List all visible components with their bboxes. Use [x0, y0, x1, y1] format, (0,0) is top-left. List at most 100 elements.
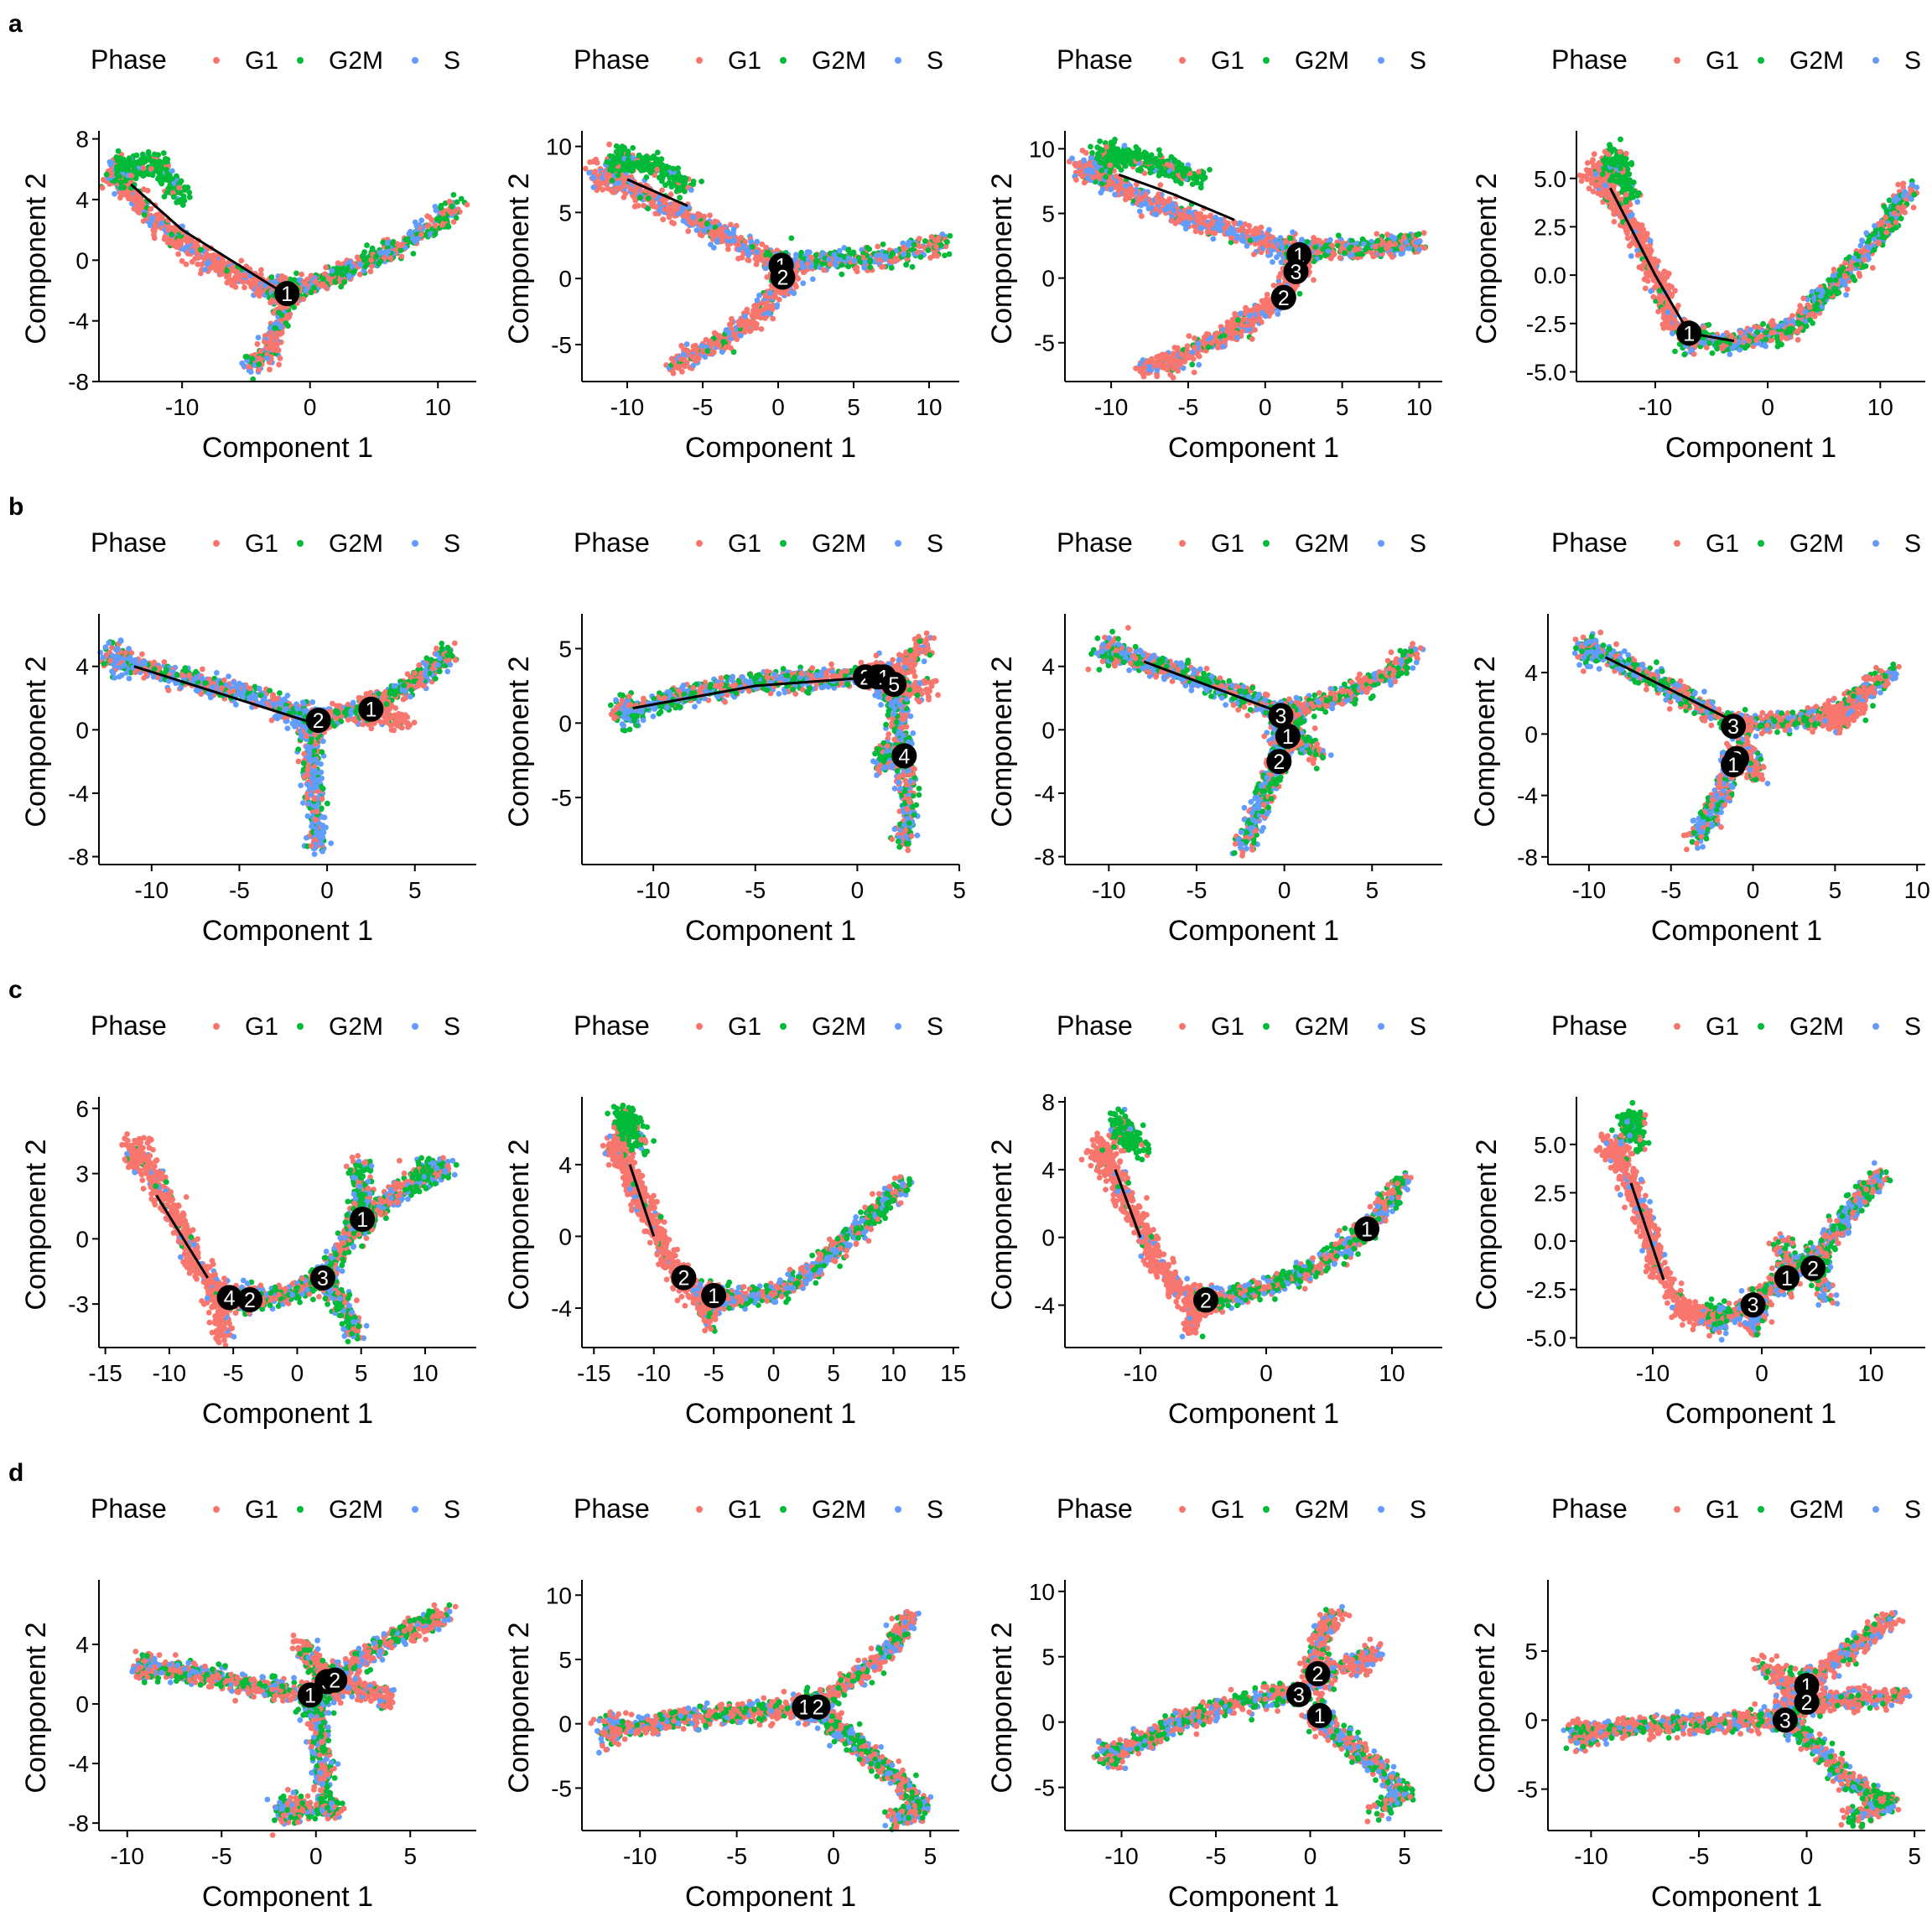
cell-point-s: [205, 261, 211, 267]
cell-point-g2m: [820, 261, 826, 267]
cell-point-g2m: [140, 173, 146, 179]
cell-point-s: [861, 265, 867, 271]
cell-point-g1: [875, 244, 880, 250]
cell-point-g2m: [1375, 238, 1381, 244]
legend-title: Phase: [91, 44, 167, 75]
cell-point-g2m: [445, 223, 451, 229]
cell-point-s: [181, 246, 187, 252]
cell-point-s: [148, 216, 154, 221]
legend-key-g2m: [780, 57, 787, 64]
legend-key-s: [1378, 57, 1384, 64]
cell-point-s: [726, 330, 732, 335]
axes: -10 0 10-8-4048Component 1Component 2: [20, 127, 476, 464]
cell-point-g1: [279, 273, 285, 279]
y-tick-label: 8: [75, 127, 89, 153]
cell-point-g2m: [646, 195, 652, 201]
cell-point-g1: [255, 341, 261, 347]
cell-point-g1: [763, 245, 769, 251]
cell-point-g1: [1317, 238, 1322, 244]
cell-point-g2m: [704, 221, 710, 226]
cell-point-g1: [1208, 214, 1213, 220]
x-tick-label: 0: [304, 394, 317, 420]
cell-point-g1: [927, 255, 933, 261]
cell-point-g2m: [164, 190, 170, 195]
marker-label: 1: [281, 283, 293, 306]
cell-point-g1: [283, 315, 289, 321]
cell-point-g1: [1188, 216, 1194, 221]
cell-point-g1: [1311, 240, 1317, 246]
y-tick-label: 5: [558, 200, 572, 226]
cell-point-g1: [879, 264, 885, 270]
cell-point-g2m: [813, 259, 819, 265]
cell-point-s: [434, 208, 439, 214]
cell-point-s: [1278, 240, 1284, 246]
cell-point-g1: [184, 262, 190, 267]
cell-point-s: [1112, 192, 1118, 198]
y-tick-label: -5: [551, 332, 572, 358]
cell-point-g1: [821, 267, 827, 273]
cell-point-s: [901, 252, 906, 257]
cell-point-g1: [1117, 184, 1123, 190]
cell-point-g1: [256, 367, 262, 373]
cell-point-g1: [210, 257, 216, 262]
cell-point-g2m: [362, 264, 368, 270]
cell-point-s: [690, 362, 696, 368]
cell-point-g2m: [256, 361, 262, 367]
legend-label-g2m: G2M: [812, 47, 866, 75]
legend-title: Phase: [1057, 44, 1133, 75]
cell-point-s: [805, 249, 811, 255]
panel-a1: Phase G1 G2M S1-10 0 10-8-4048Component 1Comp…: [20, 44, 476, 464]
cell-point-g1: [915, 249, 921, 255]
cell-point-g2m: [925, 247, 931, 253]
cell-point-g2m: [903, 262, 909, 267]
cell-point-g2m: [341, 279, 347, 285]
cell-point-g1: [1205, 229, 1211, 235]
cell-point-s: [1197, 225, 1203, 231]
cell-point-g1: [662, 206, 668, 212]
legend-label-s: S: [444, 47, 460, 75]
cell-point-g2m: [272, 325, 278, 331]
cell-point-s: [1215, 221, 1221, 226]
cell-point-g1: [1387, 242, 1393, 247]
legend: Phase G1 G2M S: [1057, 44, 1426, 75]
cell-point-g2m: [293, 271, 299, 277]
cell-point-s: [793, 252, 799, 257]
scatter-points: [583, 142, 953, 377]
cell-point-g1: [335, 260, 341, 266]
cell-point-g2m: [629, 169, 635, 174]
cell-point-g1: [1166, 199, 1172, 205]
cell-point-g1: [1265, 236, 1270, 242]
cell-point-s: [808, 264, 814, 270]
cell-point-s: [754, 249, 760, 255]
cell-point-g1: [1182, 215, 1188, 221]
cell-point-s: [1210, 236, 1216, 242]
cell-point-g1: [429, 217, 435, 223]
cell-point-g2m: [121, 184, 127, 190]
cell-point-g1: [682, 363, 688, 369]
cell-point-s: [1186, 209, 1192, 215]
cell-point-g2m: [690, 181, 696, 187]
cell-point-g2m: [948, 233, 953, 239]
cell-point-s: [1327, 237, 1333, 243]
cell-point-g1: [357, 272, 363, 278]
cell-point-g1: [698, 221, 704, 227]
cell-point-g2m: [944, 239, 950, 245]
cell-point-g2m: [451, 192, 457, 198]
cell-point-g2m: [645, 156, 651, 162]
cell-point-g2m: [1364, 245, 1370, 251]
cell-point-g2m: [269, 274, 275, 280]
cell-point-g1: [1073, 164, 1079, 169]
cell-point-g1: [738, 235, 744, 241]
cell-point-s: [754, 239, 760, 245]
y-tick-label: 0: [75, 247, 89, 273]
cell-point-g2m: [942, 252, 948, 258]
cell-point-s: [748, 239, 754, 245]
cell-point-g1: [801, 269, 807, 275]
cell-point-g2m: [117, 155, 123, 161]
cell-point-g1: [276, 361, 282, 367]
x-axis-title: Component 1: [685, 432, 856, 464]
cell-point-g2m: [673, 175, 679, 181]
cell-point-g1: [145, 188, 151, 194]
cell-point-s: [350, 264, 356, 270]
cell-point-g1: [424, 213, 430, 219]
